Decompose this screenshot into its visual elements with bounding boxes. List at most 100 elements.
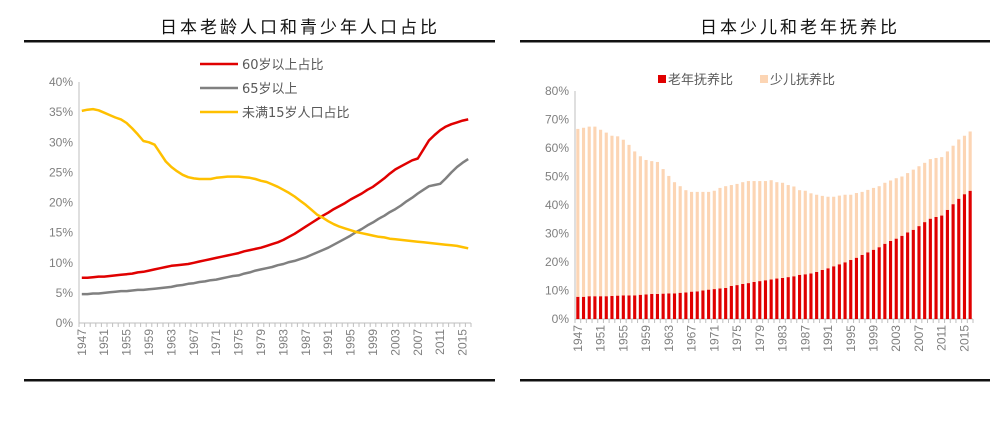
bar xyxy=(689,191,694,292)
y-tick-label: 80% xyxy=(545,84,569,98)
top-rule-left xyxy=(24,40,495,43)
x-tick-label: 1967 xyxy=(187,329,201,356)
bar xyxy=(599,129,603,297)
x-tick-label: 1963 xyxy=(662,325,676,352)
bar xyxy=(638,294,642,319)
x-tick-label: 1975 xyxy=(730,325,744,352)
bar xyxy=(769,180,773,280)
bar xyxy=(644,294,648,319)
bar xyxy=(684,292,688,319)
bar xyxy=(911,169,915,230)
bar xyxy=(581,296,586,319)
x-tick-label: 1991 xyxy=(321,329,335,356)
bar xyxy=(798,274,802,319)
series-line xyxy=(81,118,469,280)
bar xyxy=(741,283,745,319)
y-tick-label: 50% xyxy=(545,170,569,184)
x-tick-label: 1999 xyxy=(366,329,380,356)
bar xyxy=(871,187,876,250)
bar xyxy=(752,181,756,282)
x-tick-label: 1967 xyxy=(685,325,699,352)
bar xyxy=(832,266,836,319)
line-chart: 0% 5% 10% 15% 20% 25% 30% 35% 40% 1947 1951 1955 195… xyxy=(49,58,472,356)
bar xyxy=(655,293,660,319)
x-tick-label: 1951 xyxy=(594,325,608,352)
bar xyxy=(900,176,904,236)
bar xyxy=(701,191,705,291)
chart-title-left: 日本老龄人口和青少年人口占比 xyxy=(160,18,440,38)
bar xyxy=(951,145,955,205)
bar xyxy=(644,159,648,295)
bar xyxy=(866,252,870,319)
bar xyxy=(809,193,813,274)
bar xyxy=(917,166,921,227)
x-tick-label: 2011 xyxy=(433,329,447,355)
bar xyxy=(610,135,614,296)
bar xyxy=(593,126,597,297)
bar xyxy=(866,189,870,253)
bar xyxy=(689,291,694,319)
bar xyxy=(684,190,688,293)
y-tick-label: 15% xyxy=(49,226,73,240)
bar xyxy=(934,157,938,217)
bar xyxy=(906,173,910,233)
bar xyxy=(729,185,733,286)
bar xyxy=(945,151,949,210)
bar xyxy=(735,183,739,286)
bar xyxy=(837,264,841,319)
bar xyxy=(860,191,864,255)
y-tick-label: 25% xyxy=(49,165,73,179)
x-tick-label: 1987 xyxy=(299,329,313,356)
bar xyxy=(587,126,591,297)
bar xyxy=(718,288,722,319)
bar xyxy=(581,127,586,297)
bar xyxy=(849,260,853,319)
x-tick-label: 1959 xyxy=(639,325,653,352)
bar xyxy=(729,285,733,319)
bar xyxy=(888,240,893,319)
y-tick-label: 30% xyxy=(49,135,73,149)
y-tick-label: 20% xyxy=(545,255,569,269)
bar xyxy=(735,285,739,319)
x-tick-label: 1995 xyxy=(844,325,858,352)
bar xyxy=(712,289,716,319)
bar xyxy=(900,235,904,319)
bar xyxy=(911,229,915,319)
bar xyxy=(894,178,898,239)
x-tick-label: 1971 xyxy=(209,329,223,356)
bar xyxy=(621,139,625,296)
bar xyxy=(718,187,722,289)
bar xyxy=(843,262,847,319)
bar xyxy=(837,195,841,265)
bar xyxy=(792,186,796,277)
bar xyxy=(724,186,728,288)
bar xyxy=(849,194,853,261)
x-tick-label: 1983 xyxy=(276,329,290,356)
bar xyxy=(906,232,910,319)
bar xyxy=(627,295,631,319)
y-tick-label: 40% xyxy=(49,75,73,89)
bar xyxy=(957,198,961,319)
bar xyxy=(888,180,893,241)
bar xyxy=(968,131,972,191)
bar xyxy=(724,287,728,319)
legend-swatch xyxy=(760,75,768,83)
bar xyxy=(593,296,597,319)
x-tick-label: 1955 xyxy=(120,329,134,356)
bar xyxy=(587,296,591,319)
x-tick-label: 1971 xyxy=(707,325,721,352)
y-tick-label: 5% xyxy=(56,286,74,300)
bar xyxy=(923,162,927,223)
bar xyxy=(604,296,608,319)
bar xyxy=(775,278,779,319)
bar xyxy=(610,295,614,319)
legend-label: 65岁以上 xyxy=(242,82,298,97)
x-tick-label: 1979 xyxy=(254,329,268,356)
x-tick-label: 1995 xyxy=(344,329,358,356)
bar xyxy=(701,290,705,319)
bar xyxy=(712,190,716,290)
x-tick-label: 2003 xyxy=(388,329,402,356)
bar xyxy=(786,277,790,319)
bar xyxy=(962,194,967,319)
